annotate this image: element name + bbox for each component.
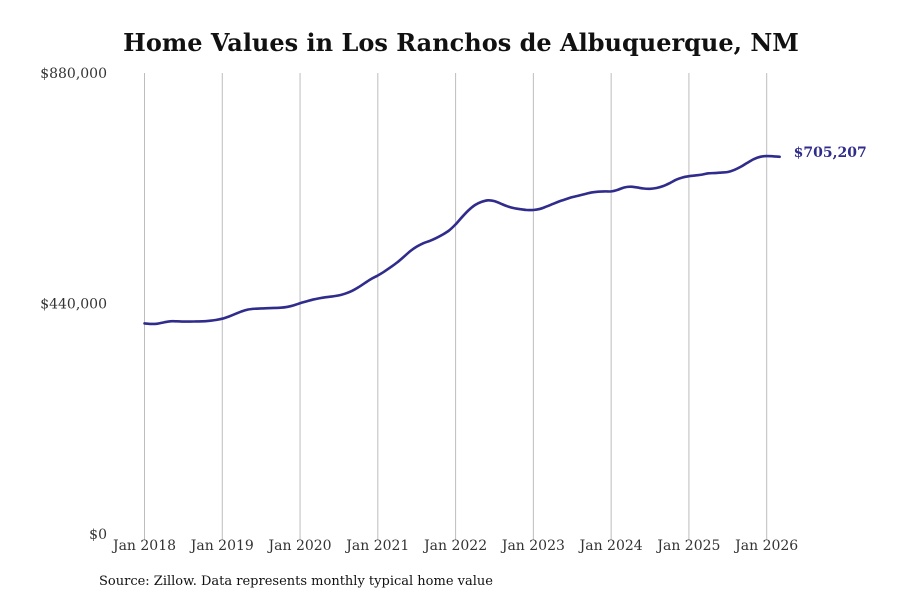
y-tick-label: $440,000 <box>40 297 107 313</box>
end-value-label: $705,207 <box>794 145 867 161</box>
x-tick-label: Jan 2020 <box>267 538 332 554</box>
chart-title: Home Values in Los Ranchos de Albuquerqu… <box>123 28 799 57</box>
series-line <box>143 154 781 326</box>
x-tick-label: Jan 2021 <box>344 538 409 554</box>
y-tick-label: $0 <box>89 527 107 543</box>
x-tick-label: Jan 2025 <box>655 538 720 554</box>
x-axis: Jan 2018 Jan 2019 Jan 2020 Jan 2021 Jan 2022… <box>111 538 798 554</box>
series-layer: $705,207 <box>143 145 867 326</box>
source-note: Source: Zillow. Data represents monthly … <box>99 574 493 589</box>
x-tick-label: Jan 2026 <box>733 538 798 554</box>
x-tick-label: Jan 2019 <box>189 538 254 554</box>
grid-layer <box>144 73 768 540</box>
x-tick-label: Jan 2024 <box>578 538 643 554</box>
x-tick-label: Jan 2023 <box>500 538 565 554</box>
x-tick-label: Jan 2022 <box>422 538 487 554</box>
x-tick-label: Jan 2018 <box>111 538 176 554</box>
y-tick-label: $880,000 <box>40 66 107 82</box>
y-axis: $0 $440,000 $880,000 <box>40 66 107 543</box>
